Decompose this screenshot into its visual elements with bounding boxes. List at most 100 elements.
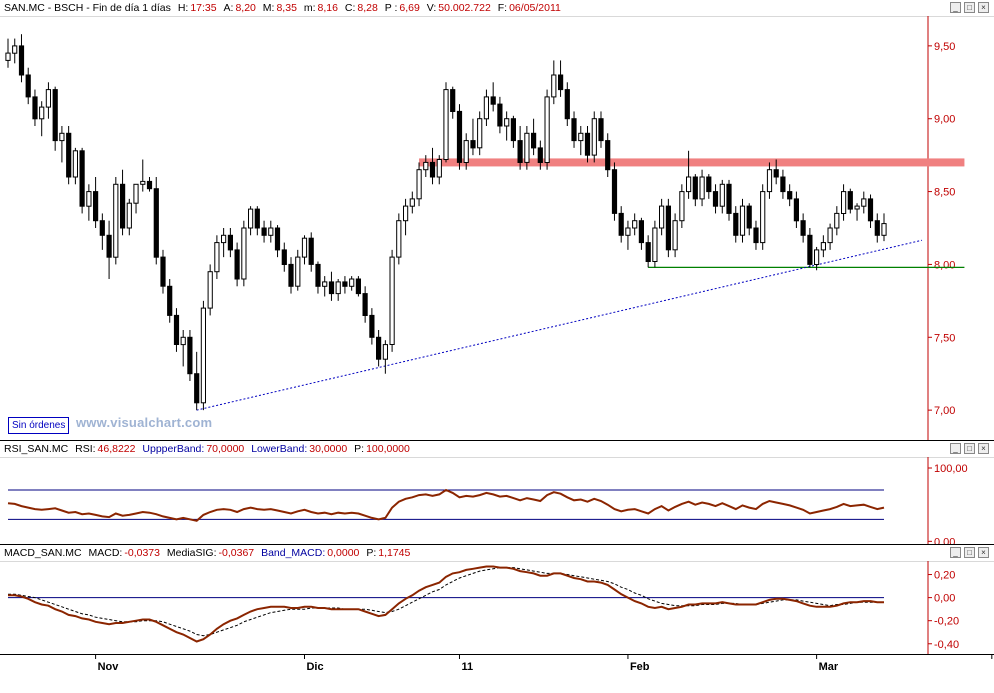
candle-body	[619, 213, 623, 235]
candle-body	[404, 206, 408, 221]
candle-body	[646, 243, 650, 262]
macd-panel[interactable]: MACD_SAN.MC MACD:-0,0373 MediaSIG:-0,036…	[0, 544, 994, 655]
candle-body	[821, 243, 825, 250]
candle-body	[121, 184, 125, 228]
candle-body	[592, 119, 596, 155]
candle-body	[255, 209, 259, 228]
candle-body	[235, 250, 239, 279]
candle-body	[370, 315, 374, 337]
candle-body	[687, 177, 691, 192]
orders-badge[interactable]: Sin órdenes	[8, 417, 69, 434]
candle-body	[464, 141, 468, 163]
candle-body	[323, 282, 327, 286]
y-tick-label: 9,50	[934, 41, 955, 53]
watermark-text: www.visualchart.com	[76, 415, 212, 430]
candle-body	[734, 213, 738, 235]
y-tick-label: 9,00	[934, 114, 955, 126]
candle-body	[249, 209, 253, 228]
trendline	[197, 240, 922, 410]
candle-body	[680, 192, 684, 221]
candle-body	[147, 181, 151, 188]
candle-body	[882, 224, 886, 236]
price-chart: 7,007,508,008,509,009,50	[0, 0, 994, 440]
y-tick-label: 7,50	[934, 332, 955, 344]
candle-body	[6, 53, 10, 60]
candle-body	[94, 192, 98, 221]
candle-body	[767, 170, 771, 192]
candle-body	[356, 279, 360, 294]
candle-body	[761, 192, 765, 243]
candle-body	[828, 228, 832, 243]
candle-body	[545, 97, 549, 163]
candle-body	[754, 228, 758, 243]
candle-body	[457, 111, 461, 162]
rsi-panel[interactable]: RSI_SAN.MC RSI:46,8222 UppperBand:70,000…	[0, 440, 994, 545]
candle-body	[424, 162, 428, 169]
candle-body	[127, 203, 131, 228]
candle-body	[444, 90, 448, 160]
x-tick-label: 11	[461, 661, 473, 673]
macd-chart: -0,40-0,200,000,20	[0, 545, 994, 655]
candle-body	[781, 177, 785, 192]
candle-body	[53, 90, 57, 141]
candle-body	[161, 257, 165, 286]
price-panel[interactable]: SAN.MC - BSCH - Fin de día 1 días H:17:3…	[0, 0, 994, 440]
candle-body	[329, 282, 333, 294]
candle-body	[639, 221, 643, 243]
x-tick-label: Dic	[306, 661, 323, 673]
x-tick-label: Nov	[98, 661, 120, 673]
candle-body	[222, 235, 226, 242]
candle-body	[451, 90, 455, 112]
candle-body	[835, 213, 839, 228]
candle-body	[262, 228, 266, 235]
candle-body	[350, 279, 354, 286]
candle-body	[740, 206, 744, 235]
y-tick-label: -0,20	[934, 616, 959, 628]
candle-body	[653, 228, 657, 262]
candle-body	[842, 192, 846, 214]
candle-body	[693, 177, 697, 199]
candle-body	[572, 119, 576, 141]
candle-body	[511, 119, 515, 141]
candle-body	[13, 46, 17, 53]
candle-body	[100, 221, 104, 236]
candle-body	[855, 206, 859, 209]
candle-body	[700, 177, 704, 199]
candle-body	[633, 221, 637, 228]
candle-body	[87, 192, 91, 207]
candle-body	[720, 184, 724, 206]
candle-body	[26, 75, 30, 97]
candle-body	[383, 345, 387, 360]
candle-body	[181, 337, 185, 344]
candle-body	[848, 192, 852, 210]
candle-body	[437, 160, 441, 178]
candle-body	[815, 250, 819, 265]
candle-body	[275, 228, 279, 250]
candle-body	[478, 119, 482, 148]
candle-body	[201, 308, 205, 403]
candle-body	[242, 228, 246, 279]
candle-body	[484, 97, 488, 119]
candle-body	[579, 133, 583, 140]
candle-body	[599, 119, 603, 141]
candle-body	[747, 206, 751, 228]
candle-body	[316, 264, 320, 286]
candle-body	[673, 221, 677, 250]
candle-body	[666, 206, 670, 250]
candle-body	[606, 141, 610, 170]
candle-body	[626, 228, 630, 235]
candle-body	[168, 286, 172, 315]
candle-body	[559, 75, 563, 90]
candle-body	[282, 250, 286, 265]
candle-body	[491, 97, 495, 104]
y-tick-label: -0,40	[934, 639, 959, 651]
candle-body	[532, 133, 536, 148]
candle-body	[552, 75, 556, 97]
resistance-band	[419, 158, 964, 166]
candle-body	[707, 177, 711, 192]
candle-body	[612, 170, 616, 214]
candle-body	[19, 46, 23, 75]
candle-body	[713, 192, 717, 207]
candle-body	[875, 221, 879, 236]
candle-body	[195, 374, 199, 403]
